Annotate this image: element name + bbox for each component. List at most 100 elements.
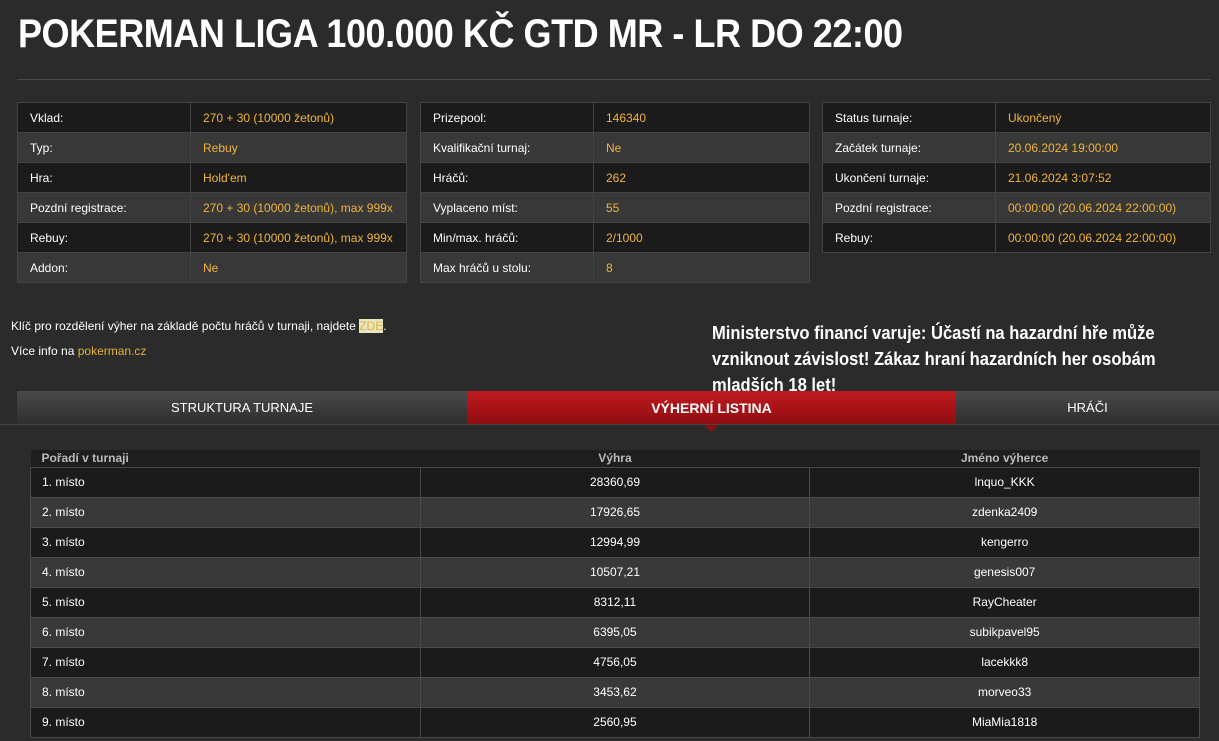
info-value: 55 [593,192,810,223]
winner-cell: lnquo_KKK [809,466,1200,498]
info-row: Addon: Ne [17,252,407,283]
header-rank: Pořadí v turnaji [30,450,421,467]
rank-cell: 5. místo [30,586,421,618]
prize-cell: 12994,99 [419,526,811,558]
rank-cell: 8. místo [30,676,421,708]
info-label: Ukončení turnaje: [822,162,996,193]
info-table-entry: Vklad: 270 + 30 (10000 žetonů) Typ: Rebuy Hr… [17,102,407,283]
prize-cell: 2560,95 [419,706,811,738]
info-value: 146340 [593,102,810,133]
winner-cell: kengerro [809,526,1200,558]
page-title: POKERMAN LIGA 100.000 KČ GTD MR - LR DO … [18,12,903,56]
info-label: Vklad: [17,102,191,133]
info-label: Typ: [17,132,191,163]
info-row: Min/max. hráčů: 2/1000 [420,222,810,253]
more-info-note: Více info na pokerman.cz [11,344,146,358]
info-row: Prizepool: 146340 [420,102,810,133]
info-value: 20.06.2024 19:00:00 [995,132,1211,163]
tab-bar: STRUKTURA TURNAJE VÝHERNÍ LISTINA HRÁČI [17,391,1219,432]
info-table-status: Status turnaje: Ukončený Začátek turnaje: 2… [822,102,1211,253]
divider [0,424,1219,425]
info-value: 270 + 30 (10000 žetonů), max 999x [190,222,407,253]
info-value: 00:00:00 (20.06.2024 22:00:00) [995,222,1211,253]
info-label: Hra: [17,162,191,193]
info-row: Max hráčů u stolu: 8 [420,252,810,283]
prize-cell: 6395,05 [419,616,811,648]
prize-cell: 28360,69 [419,466,811,498]
info-value: Hold'em [190,162,407,193]
info-value: Rebuy [190,132,407,163]
prize-cell: 8312,11 [419,586,811,618]
prize-cell: 3453,62 [419,676,811,708]
rank-cell: 4. místo [30,556,421,588]
pokerman-link[interactable]: pokerman.cz [77,344,147,358]
rank-cell: 2. místo [30,496,421,528]
info-value: 00:00:00 (20.06.2024 22:00:00) [995,192,1211,223]
info-label: Kvalifikační turnaj: [420,132,594,163]
winner-cell: lacekkk8 [809,646,1200,678]
info-value: 270 + 30 (10000 žetonů), max 999x [190,192,407,223]
info-row: Pozdní registrace: 270 + 30 (10000 žetonů… [17,192,407,223]
table-row: 6. místo 6395,05 subikpavel95 [30,616,1200,648]
gambling-warning: Ministerstvo financí varuje: Účastí na h… [712,323,1156,395]
info-row: Pozdní registrace: 00:00:00 (20.06.2024 2… [822,192,1211,223]
prize-cell: 10507,21 [419,556,811,588]
divider [17,79,1211,80]
info-row: Rebuy: 270 + 30 (10000 žetonů), max 999x [17,222,407,253]
rank-cell: 9. místo [30,706,421,738]
info-value: 270 + 30 (10000 žetonů) [190,102,407,133]
info-label: Rebuy: [17,222,191,253]
info-label: Vyplaceno míst: [420,192,594,223]
info-row: Typ: Rebuy [17,132,407,163]
info-table-prize: Prizepool: 146340 Kvalifikační turnaj: Ne Hr… [420,102,810,283]
table-row: 5. místo 8312,11 RayCheater [30,586,1200,618]
info-label: Min/max. hráčů: [420,222,594,253]
tab-struktura[interactable]: STRUKTURA TURNAJE [17,391,467,425]
rank-cell: 3. místo [30,526,421,558]
info-row: Status turnaje: Ukončený [822,102,1211,133]
table-row: 4. místo 10507,21 genesis007 [30,556,1200,588]
rank-cell: 1. místo [30,466,421,498]
info-label: Rebuy: [822,222,996,253]
info-label: Hráčů: [420,162,594,193]
info-value: 21.06.2024 3:07:52 [995,162,1211,193]
winner-cell: morveo33 [809,676,1200,708]
info-row: Hra: Hold'em [17,162,407,193]
info-row: Ukončení turnaje: 21.06.2024 3:07:52 [822,162,1211,193]
tab-hraci[interactable]: HRÁČI [956,391,1219,425]
header-winner: Jméno výherce [809,450,1200,467]
header-prize: Výhra [420,450,810,467]
info-label: Addon: [17,252,191,283]
rank-cell: 6. místo [30,616,421,648]
table-row: 8. místo 3453,62 morveo33 [30,676,1200,708]
winner-cell: RayCheater [809,586,1200,618]
info-value: Ukončený [995,102,1211,133]
payout-key-note: Klíč pro rozdělení výher na základě počt… [11,319,387,333]
info-value: 2/1000 [593,222,810,253]
results-table: Pořadí v turnaji Výhra Jméno výherce 1. … [30,450,1200,738]
info-label: Začátek turnaje: [822,132,996,163]
prize-cell: 4756,05 [419,646,811,678]
info-value: 8 [593,252,810,283]
table-row: 1. místo 28360,69 lnquo_KKK [30,466,1200,498]
tab-vyherni-listina[interactable]: VÝHERNÍ LISTINA [467,391,956,432]
zde-link[interactable]: ZDE [359,319,384,333]
note-text: Klíč pro rozdělení výher na základě počt… [11,319,360,333]
info-row: Začátek turnaje: 20.06.2024 19:00:00 [822,132,1211,163]
info-value: Ne [593,132,810,163]
rank-cell: 7. místo [30,646,421,678]
info-label: Pozdní registrace: [822,192,996,223]
table-row: 3. místo 12994,99 kengerro [30,526,1200,558]
note-text: Více info na [11,344,78,358]
info-label: Status turnaje: [822,102,996,133]
info-label: Prizepool: [420,102,594,133]
table-row: 9. místo 2560,95 MiaMia1818 [30,706,1200,738]
info-value: 262 [593,162,810,193]
info-value: Ne [190,252,407,283]
winner-cell: genesis007 [809,556,1200,588]
info-label: Max hráčů u stolu: [420,252,594,283]
info-row: Vklad: 270 + 30 (10000 žetonů) [17,102,407,133]
info-row: Vyplaceno míst: 55 [420,192,810,223]
prize-cell: 17926,65 [419,496,811,528]
winner-cell: subikpavel95 [809,616,1200,648]
